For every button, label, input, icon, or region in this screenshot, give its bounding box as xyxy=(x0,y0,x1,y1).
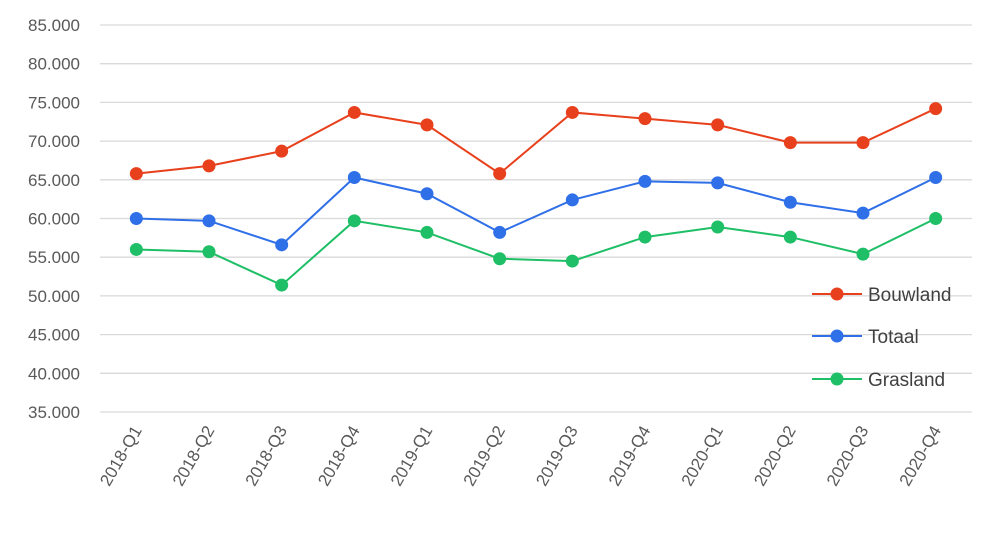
y-tick-label: 65.000 xyxy=(28,171,80,190)
series-line xyxy=(136,107,937,175)
data-point xyxy=(638,174,652,188)
series-bouwland xyxy=(129,102,943,181)
y-tick-label: 55.000 xyxy=(28,248,80,267)
data-point xyxy=(202,214,216,228)
legend-marker-icon xyxy=(830,287,844,301)
x-tick-label: 2020-Q2 xyxy=(750,423,800,490)
y-tick-label: 50.000 xyxy=(28,287,80,306)
data-point xyxy=(856,247,870,261)
series-totaal xyxy=(129,170,943,252)
data-point xyxy=(493,167,507,181)
data-point xyxy=(420,225,434,239)
data-point xyxy=(638,230,652,244)
y-axis-tick-labels: 35.000 40.000 45.000 50.000 55.000 60.000 65.0… xyxy=(28,16,80,422)
data-point xyxy=(783,195,797,209)
data-point xyxy=(783,230,797,244)
data-point xyxy=(129,212,143,225)
y-tick-label: 45.000 xyxy=(28,326,80,345)
y-tick-label: 85.000 xyxy=(28,16,80,35)
y-tick-label: 40.000 xyxy=(28,364,80,383)
y-tick-label: 70.000 xyxy=(28,132,80,151)
data-point xyxy=(565,254,579,268)
x-tick-label: 2020-Q1 xyxy=(678,423,728,490)
data-point xyxy=(711,118,725,132)
data-point xyxy=(929,102,943,116)
x-tick-label: 2018-Q3 xyxy=(242,423,292,490)
y-tick-label: 60.000 xyxy=(28,210,80,229)
y-tick-label: 75.000 xyxy=(28,93,80,112)
x-axis-tick-labels: 2018-Q1 2018-Q2 2018-Q3 2018-Q4 2019-Q1 2019-… xyxy=(96,423,945,490)
data-point xyxy=(493,225,507,239)
data-point xyxy=(275,144,289,158)
x-tick-label: 2020-Q4 xyxy=(896,423,946,490)
data-point xyxy=(856,206,870,220)
data-point xyxy=(565,193,579,207)
legend-label: Totaal xyxy=(868,327,919,348)
legend-item-grasland: Grasland xyxy=(812,370,945,391)
legend: Bouwland Totaal Grasland xyxy=(812,285,951,391)
x-tick-label: 2019-Q4 xyxy=(605,423,655,490)
data-point xyxy=(638,112,652,126)
x-tick-label: 2019-Q1 xyxy=(387,423,437,490)
data-point xyxy=(929,170,943,184)
y-tick-label: 80.000 xyxy=(28,55,80,74)
data-point xyxy=(347,105,361,119)
x-tick-label: 2018-Q2 xyxy=(169,423,219,490)
series-line xyxy=(136,176,937,246)
data-point xyxy=(420,187,434,201)
legend-item-bouwland: Bouwland xyxy=(812,285,951,306)
data-point xyxy=(347,170,361,184)
x-tick-label: 2018-Q4 xyxy=(314,423,364,490)
legend-label: Grasland xyxy=(868,370,945,391)
x-tick-label: 2020-Q3 xyxy=(823,423,873,490)
data-point xyxy=(420,118,434,132)
gridlines xyxy=(100,24,972,413)
data-point xyxy=(493,252,507,266)
data-point xyxy=(856,136,870,150)
y-tick-label: 35.000 xyxy=(28,403,80,422)
data-point xyxy=(202,245,216,259)
data-point xyxy=(711,220,725,234)
data-point xyxy=(275,238,289,252)
data-point xyxy=(129,167,143,181)
data-point xyxy=(347,214,361,228)
x-tick-label: 2019-Q2 xyxy=(460,423,510,490)
x-tick-label: 2018-Q1 xyxy=(96,423,146,490)
x-tick-label: 2019-Q3 xyxy=(532,423,582,490)
data-point xyxy=(275,278,289,292)
series-lines xyxy=(129,102,943,292)
legend-label: Bouwland xyxy=(868,285,951,306)
series-line xyxy=(136,217,937,287)
data-point xyxy=(129,242,143,256)
data-point xyxy=(783,136,797,150)
data-point xyxy=(202,159,216,173)
series-grasland xyxy=(129,212,943,292)
legend-marker-icon xyxy=(830,329,844,343)
data-point xyxy=(565,105,579,119)
legend-marker-icon xyxy=(830,372,844,386)
data-point xyxy=(711,176,725,190)
legend-item-totaal: Totaal xyxy=(812,327,919,348)
data-point xyxy=(929,212,943,225)
